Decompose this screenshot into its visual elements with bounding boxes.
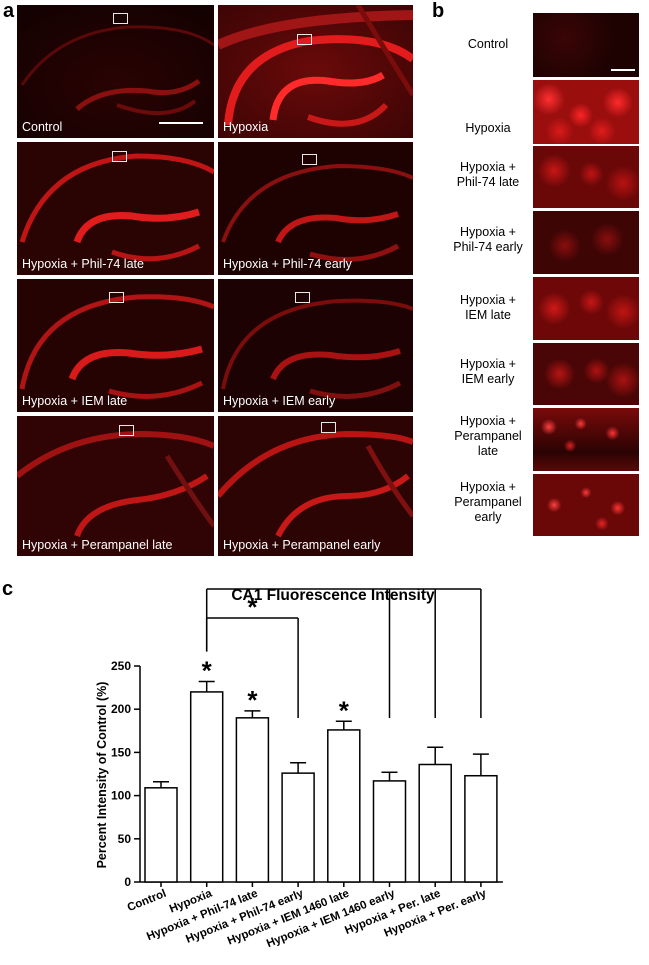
tile-label: Hypoxia	[223, 120, 269, 134]
tile-label: Hypoxia + Perampanel early	[223, 538, 381, 552]
bar	[418, 763, 452, 883]
bar	[235, 717, 270, 883]
roi-box	[302, 154, 317, 165]
chart-title: CA1 Fluorescence Intensity	[231, 587, 435, 604]
row-label-hypoxia: Hypoxia	[446, 121, 530, 136]
row-label-line: early	[474, 510, 502, 524]
micrograph-iem-late: Hypoxia + IEM late	[17, 279, 214, 412]
row-label-line: IEM late	[465, 308, 511, 322]
row-label-phil74-late: Hypoxia + Phil-74 late	[446, 160, 530, 190]
closeup-hypoxia	[533, 80, 639, 144]
tile-label: Hypoxia + IEM early	[223, 394, 336, 408]
y-tick-label: 100	[111, 789, 131, 803]
roi-box	[113, 13, 128, 24]
tile-label: Hypoxia + Perampanel late	[22, 538, 173, 552]
tile-label: Hypoxia + Phil-74 early	[223, 257, 352, 271]
row-label-perampanel-late: Hypoxia + Perampanel late	[446, 414, 530, 459]
closeup-control	[533, 13, 639, 77]
closeup-iem-early	[533, 343, 639, 405]
closeup-perampanel-late	[533, 408, 639, 471]
row-label-line: Hypoxia +	[460, 225, 516, 239]
row-label-line: Phil-74 late	[456, 175, 520, 189]
bar	[144, 787, 178, 883]
bar	[464, 774, 498, 883]
significance-mark: *	[339, 695, 350, 725]
panel-letter-c: c	[2, 578, 14, 600]
closeup-phil74-late	[533, 146, 639, 208]
row-label-line: Phil-74 early	[453, 240, 523, 254]
y-tick-label: 0	[124, 875, 131, 889]
x-tick-label: Control	[126, 888, 168, 914]
row-label-line: Control	[467, 37, 509, 51]
row-label-line: Hypoxia +	[460, 480, 516, 494]
row-label-iem-early: Hypoxia + IEM early	[446, 357, 530, 387]
significance-mark: *	[247, 592, 258, 622]
micrograph-iem-early: Hypoxia + IEM early	[218, 279, 413, 412]
significance-mark: *	[247, 685, 258, 715]
row-label-line: Hypoxia	[465, 121, 511, 135]
row-label-phil74-early: Hypoxia + Phil-74 early	[446, 225, 530, 255]
panel-letter-b: b	[432, 0, 445, 22]
bar	[189, 691, 224, 883]
tile-label: Hypoxia + Phil-74 late	[22, 257, 144, 271]
row-label-control: Control	[446, 37, 530, 52]
y-tick-label: 50	[118, 832, 132, 846]
scale-bar	[159, 122, 203, 124]
row-label-line: late	[477, 444, 499, 458]
row-label-iem-late: Hypoxia + IEM late	[446, 293, 530, 323]
bar	[372, 780, 407, 883]
y-axis-label: Percent Intensity of Control (%)	[95, 682, 109, 869]
row-label-line: Perampanel	[454, 429, 522, 443]
bar-chart: CA1 Fluorescence Intensity 0 50 100 150 200 25…	[95, 563, 503, 950]
y-tick-label: 200	[111, 702, 131, 716]
roi-box	[119, 425, 134, 436]
scale-bar	[611, 69, 635, 71]
roi-box	[295, 292, 310, 303]
micrograph-control: Control	[17, 5, 214, 138]
micrograph-perampanel-early: Hypoxia + Perampanel early	[218, 416, 413, 556]
micrograph-hypoxia: Hypoxia	[218, 5, 413, 138]
significance-mark: *	[339, 580, 350, 593]
row-label-line: Hypoxia +	[460, 293, 516, 307]
y-tick-label: 150	[111, 745, 131, 759]
closeup-perampanel-early	[533, 474, 639, 536]
closeup-iem-late	[533, 277, 639, 340]
closeup-phil74-early	[533, 211, 639, 274]
roi-box	[109, 292, 124, 303]
micrograph-phil74-late: Hypoxia + Phil-74 late	[17, 142, 214, 275]
bar	[327, 729, 361, 883]
row-label-perampanel-early: Hypoxia + Perampanel early	[446, 480, 530, 525]
y-tick-label: 250	[111, 659, 131, 673]
panel-c: CA1 Fluorescence Intensity 0 50 100 150 200 25…	[0, 563, 649, 960]
micrograph-perampanel-late: Hypoxia + Perampanel late	[17, 416, 214, 556]
significance-mark: *	[202, 656, 213, 686]
panel-letter-a: a	[3, 0, 15, 22]
bar	[281, 772, 315, 883]
row-label-line: IEM early	[461, 372, 515, 386]
row-label-line: Perampanel	[454, 495, 522, 509]
tile-label: Hypoxia + IEM late	[22, 394, 128, 408]
roi-box	[321, 422, 336, 433]
roi-box	[297, 34, 312, 45]
tile-label: Control	[22, 120, 63, 134]
row-label-line: Hypoxia +	[460, 357, 516, 371]
micrograph-phil74-early: Hypoxia + Phil-74 early	[218, 142, 413, 275]
row-label-line: Hypoxia +	[460, 414, 516, 428]
roi-box	[112, 151, 127, 162]
row-label-line: Hypoxia +	[460, 160, 516, 174]
